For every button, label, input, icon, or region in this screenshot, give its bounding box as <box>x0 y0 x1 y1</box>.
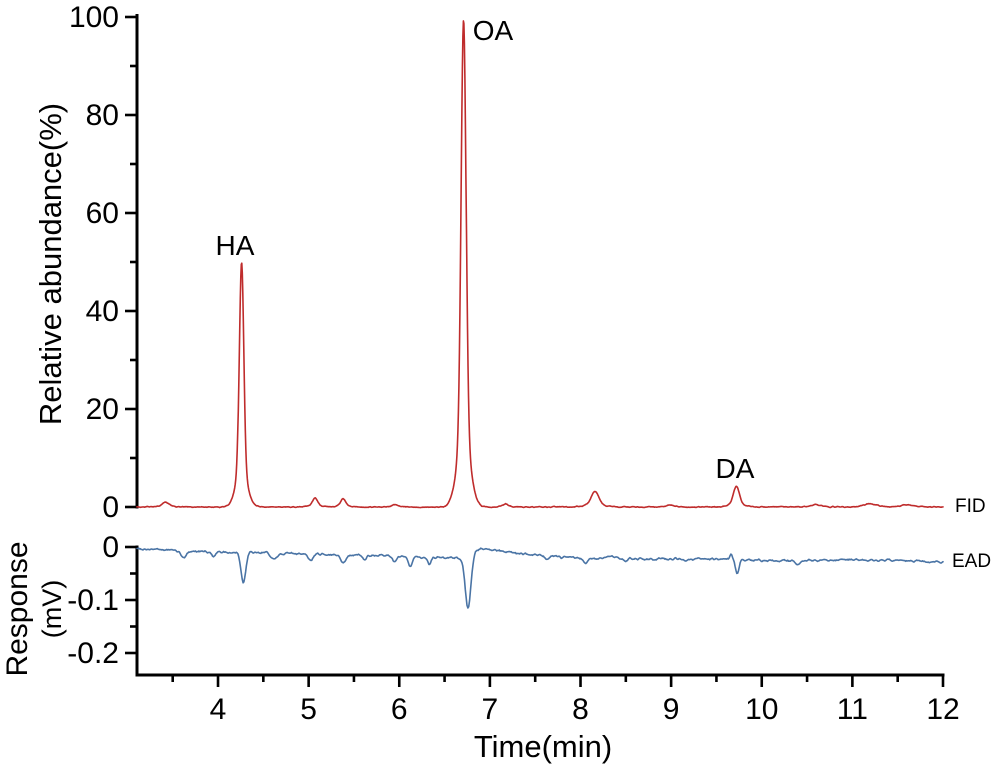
bottom-y-tick-label: -0.2 <box>67 637 119 670</box>
top-y-tick-label: 20 <box>86 393 119 426</box>
bottom-y-tick-label: -0.1 <box>67 584 119 617</box>
bottom-y-axis-title-line2: (mV) <box>37 579 67 639</box>
trace-label-ead: EAD <box>952 551 992 572</box>
trace-label-fid: FID <box>955 496 986 517</box>
bottom-y-tick-label: 0 <box>102 531 119 564</box>
top-y-tick-label: 40 <box>86 295 119 328</box>
x-tick-label: 6 <box>391 693 408 726</box>
top-y-tick-label: 0 <box>102 491 119 524</box>
x-axis-title: Time(min) <box>473 729 613 764</box>
top-y-tick-label: 80 <box>86 99 119 132</box>
peak-label-ha: HA <box>215 230 255 261</box>
fid-trace <box>136 20 944 509</box>
x-tick-label: 12 <box>926 693 959 726</box>
x-tick-label: 9 <box>663 693 680 726</box>
x-tick-label: 8 <box>572 693 589 726</box>
top-y-tick-label: 60 <box>86 197 119 230</box>
x-tick-label: 4 <box>210 693 227 726</box>
x-tick-label: 7 <box>482 693 499 726</box>
top-y-tick-label: 100 <box>69 1 119 34</box>
peak-label-da: DA <box>715 453 755 484</box>
x-tick-label: 10 <box>745 693 778 726</box>
x-tick-label: 5 <box>300 693 317 726</box>
bottom-y-axis-title-line1: Response <box>1 541 34 677</box>
peak-label-oa: OA <box>472 15 514 46</box>
ead-trace <box>136 547 944 609</box>
x-tick-label: 11 <box>837 693 868 726</box>
top-y-axis-title: Relative abundance(%) <box>33 102 68 426</box>
